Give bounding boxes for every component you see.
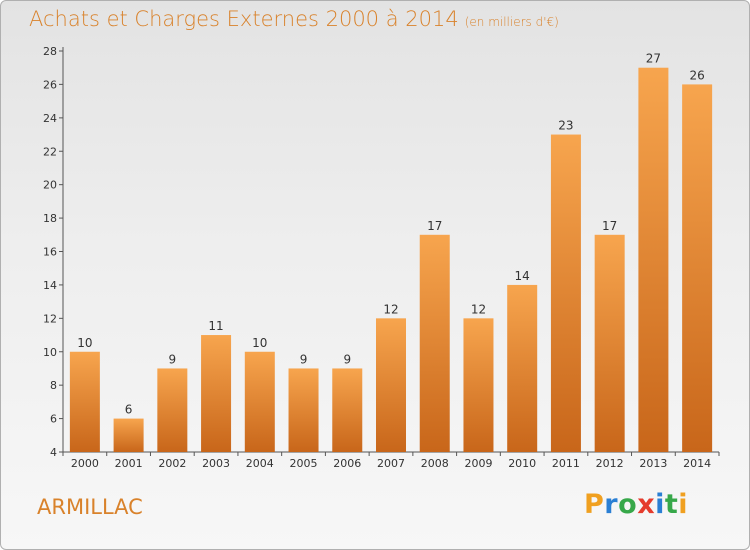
data-label-2011: 23 <box>558 119 573 133</box>
data-label-2012: 17 <box>602 219 617 233</box>
x-tick-label: 2012 <box>596 457 624 470</box>
logo-letter: t <box>664 489 679 520</box>
bar-2013 <box>638 67 669 452</box>
bar-2001 <box>113 418 144 452</box>
logo-letter: o <box>618 489 638 520</box>
data-label-2010: 14 <box>515 269 530 283</box>
data-label-2000: 10 <box>77 336 92 350</box>
bar-2012 <box>594 234 625 452</box>
bar-2009 <box>463 318 494 452</box>
data-label-2013: 27 <box>646 52 661 66</box>
bar-2005 <box>288 368 319 452</box>
bar-2002 <box>157 368 188 452</box>
chart-unit: (en milliers d'€) <box>464 15 559 29</box>
bar-2011 <box>550 134 581 452</box>
data-label-2007: 12 <box>383 302 398 316</box>
chart-title-text: Achats et Charges Externes 2000 à 2014 <box>29 7 459 31</box>
y-tick-label: 16 <box>43 246 57 259</box>
x-tick-label: 2002 <box>158 457 186 470</box>
y-tick-label: 4 <box>50 446 57 459</box>
x-tick-label: 2001 <box>115 457 143 470</box>
proxiti-logo: Proxiti <box>584 489 688 520</box>
bar-2010 <box>507 284 538 452</box>
y-tick-label: 12 <box>43 312 57 325</box>
x-tick-label: 2003 <box>202 457 230 470</box>
y-tick-label: 14 <box>43 279 57 292</box>
x-tick-label: 2010 <box>508 457 536 470</box>
commune-name: ARMILLAC <box>37 495 143 519</box>
y-tick-label: 20 <box>43 179 57 192</box>
y-tick-label: 26 <box>43 78 57 91</box>
bar-2014 <box>682 84 713 453</box>
bar-2004 <box>244 351 275 452</box>
x-tick-label: 2000 <box>71 457 99 470</box>
y-axis: 4 6 8 10 12 14 16 18 20 22 24 26 28 <box>43 45 64 459</box>
y-tick-label: 18 <box>43 212 57 225</box>
x-tick-label: 2009 <box>464 457 492 470</box>
data-label-2008: 17 <box>427 219 442 233</box>
data-label-2001: 6 <box>125 403 133 417</box>
logo-letter: i <box>678 489 689 520</box>
x-tick-label: 2014 <box>683 457 711 470</box>
bar-2007 <box>376 318 406 452</box>
data-label-2014: 26 <box>689 68 704 82</box>
y-tick-label: 22 <box>43 145 57 158</box>
data-label-2003: 11 <box>208 319 223 333</box>
data-label-2009: 12 <box>471 302 486 316</box>
x-tick-label: 2013 <box>639 457 667 470</box>
data-label-2004: 10 <box>252 336 267 350</box>
logo-letter: i <box>655 489 665 520</box>
data-label-2005: 9 <box>300 352 308 366</box>
y-tick-label: 24 <box>43 112 57 125</box>
bar-2008 <box>419 234 450 452</box>
y-tick-label: 28 <box>43 45 57 58</box>
data-label-2002: 9 <box>169 352 177 366</box>
bar-2006 <box>332 368 363 452</box>
logo-letter: x <box>637 489 656 520</box>
x-tick-label: 2011 <box>552 457 580 470</box>
x-axis: 2000 2001 2002 2003 2004 2005 2006 2007 2008 2009… <box>62 451 720 470</box>
x-tick-label: 2008 <box>421 457 449 470</box>
logo-letter: P <box>584 489 605 520</box>
x-tick-label: 2005 <box>290 457 318 470</box>
chart-title: Achats et Charges Externes 2000 à 2014 (e… <box>29 7 559 31</box>
x-tick-label: 2004 <box>246 457 274 470</box>
y-tick-label: 6 <box>50 413 57 426</box>
bars: 10 6 9 11 10 9 9 12 17 12 14 23 17 27 26 <box>69 52 713 453</box>
x-tick-label: 2006 <box>333 457 361 470</box>
data-label-2006: 9 <box>343 352 351 366</box>
bar-2000 <box>69 351 100 452</box>
x-tick-label: 2007 <box>377 457 405 470</box>
y-tick-label: 8 <box>50 379 57 392</box>
y-tick-label: 10 <box>43 346 57 359</box>
bar-2003 <box>201 335 232 452</box>
logo-letter: r <box>604 489 619 520</box>
